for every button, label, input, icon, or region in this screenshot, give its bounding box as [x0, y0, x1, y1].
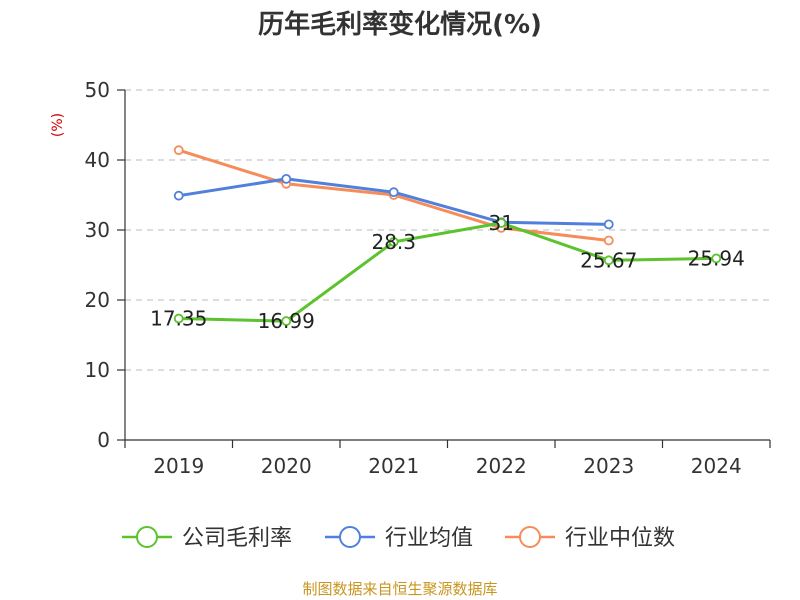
legend-marker — [136, 526, 158, 548]
axes: 0 10 20 30 40 50 2019 2020 2021 2022 2023 2024 — [85, 78, 771, 478]
x-tick-label: 2021 — [368, 454, 419, 478]
x-tick-label: 2020 — [261, 454, 312, 478]
legend-marker — [519, 526, 541, 548]
legend-item[interactable]: 行业中位数 — [505, 526, 675, 551]
data-label: 16.99 — [258, 309, 315, 333]
x-tick-label: 2023 — [583, 454, 634, 478]
data-label: 25.94 — [688, 246, 745, 270]
legend-marker — [339, 526, 361, 548]
legend-label: 公司毛利率 — [182, 526, 292, 551]
x-tick-label: 2022 — [476, 454, 527, 478]
data-point — [173, 145, 184, 156]
y-tick-label: 0 — [97, 428, 110, 452]
y-tick-label: 30 — [85, 218, 110, 242]
data-point — [388, 187, 399, 198]
data-label: 25.67 — [580, 248, 637, 272]
legend-label: 行业中位数 — [565, 526, 675, 551]
data-point — [603, 255, 614, 266]
y-tick-label: 40 — [85, 148, 110, 172]
series-line — [178, 177, 609, 226]
data-point — [711, 253, 722, 264]
data-point — [173, 313, 184, 324]
y-tick-label: 20 — [85, 288, 110, 312]
data-point — [281, 173, 292, 184]
x-tick-label: 2024 — [691, 454, 742, 478]
data-labels: 17.35 16.99 28.3 31 25.67 25.94 — [150, 211, 745, 333]
source-note: 制图数据来自恒生聚源数据库 — [302, 580, 497, 598]
data-label: 31 — [489, 211, 514, 235]
series-lines — [173, 145, 722, 326]
y-axis-label: (%) — [50, 113, 66, 137]
y-tick-label: 10 — [85, 358, 110, 382]
data-point — [496, 218, 507, 228]
y-tick-label: 50 — [85, 78, 110, 102]
data-point — [603, 219, 614, 230]
data-label: 28.3 — [371, 230, 416, 254]
legend-label: 行业均值 — [385, 526, 473, 551]
data-point — [388, 236, 399, 247]
legend-item[interactable]: 行业均值 — [325, 526, 473, 551]
data-point — [173, 190, 184, 201]
chart-title: 历年毛利率变化情况(%) — [258, 9, 542, 40]
data-label: 17.35 — [150, 307, 207, 331]
x-tick-label: 2019 — [153, 454, 204, 478]
legend-item[interactable]: 公司毛利率 — [122, 526, 292, 551]
data-point — [603, 235, 614, 246]
grid-lines — [125, 89, 770, 371]
data-point — [281, 316, 292, 326]
series-line — [178, 221, 717, 323]
legend[interactable]: 公司毛利率 行业均值 行业中位数 — [122, 526, 675, 551]
